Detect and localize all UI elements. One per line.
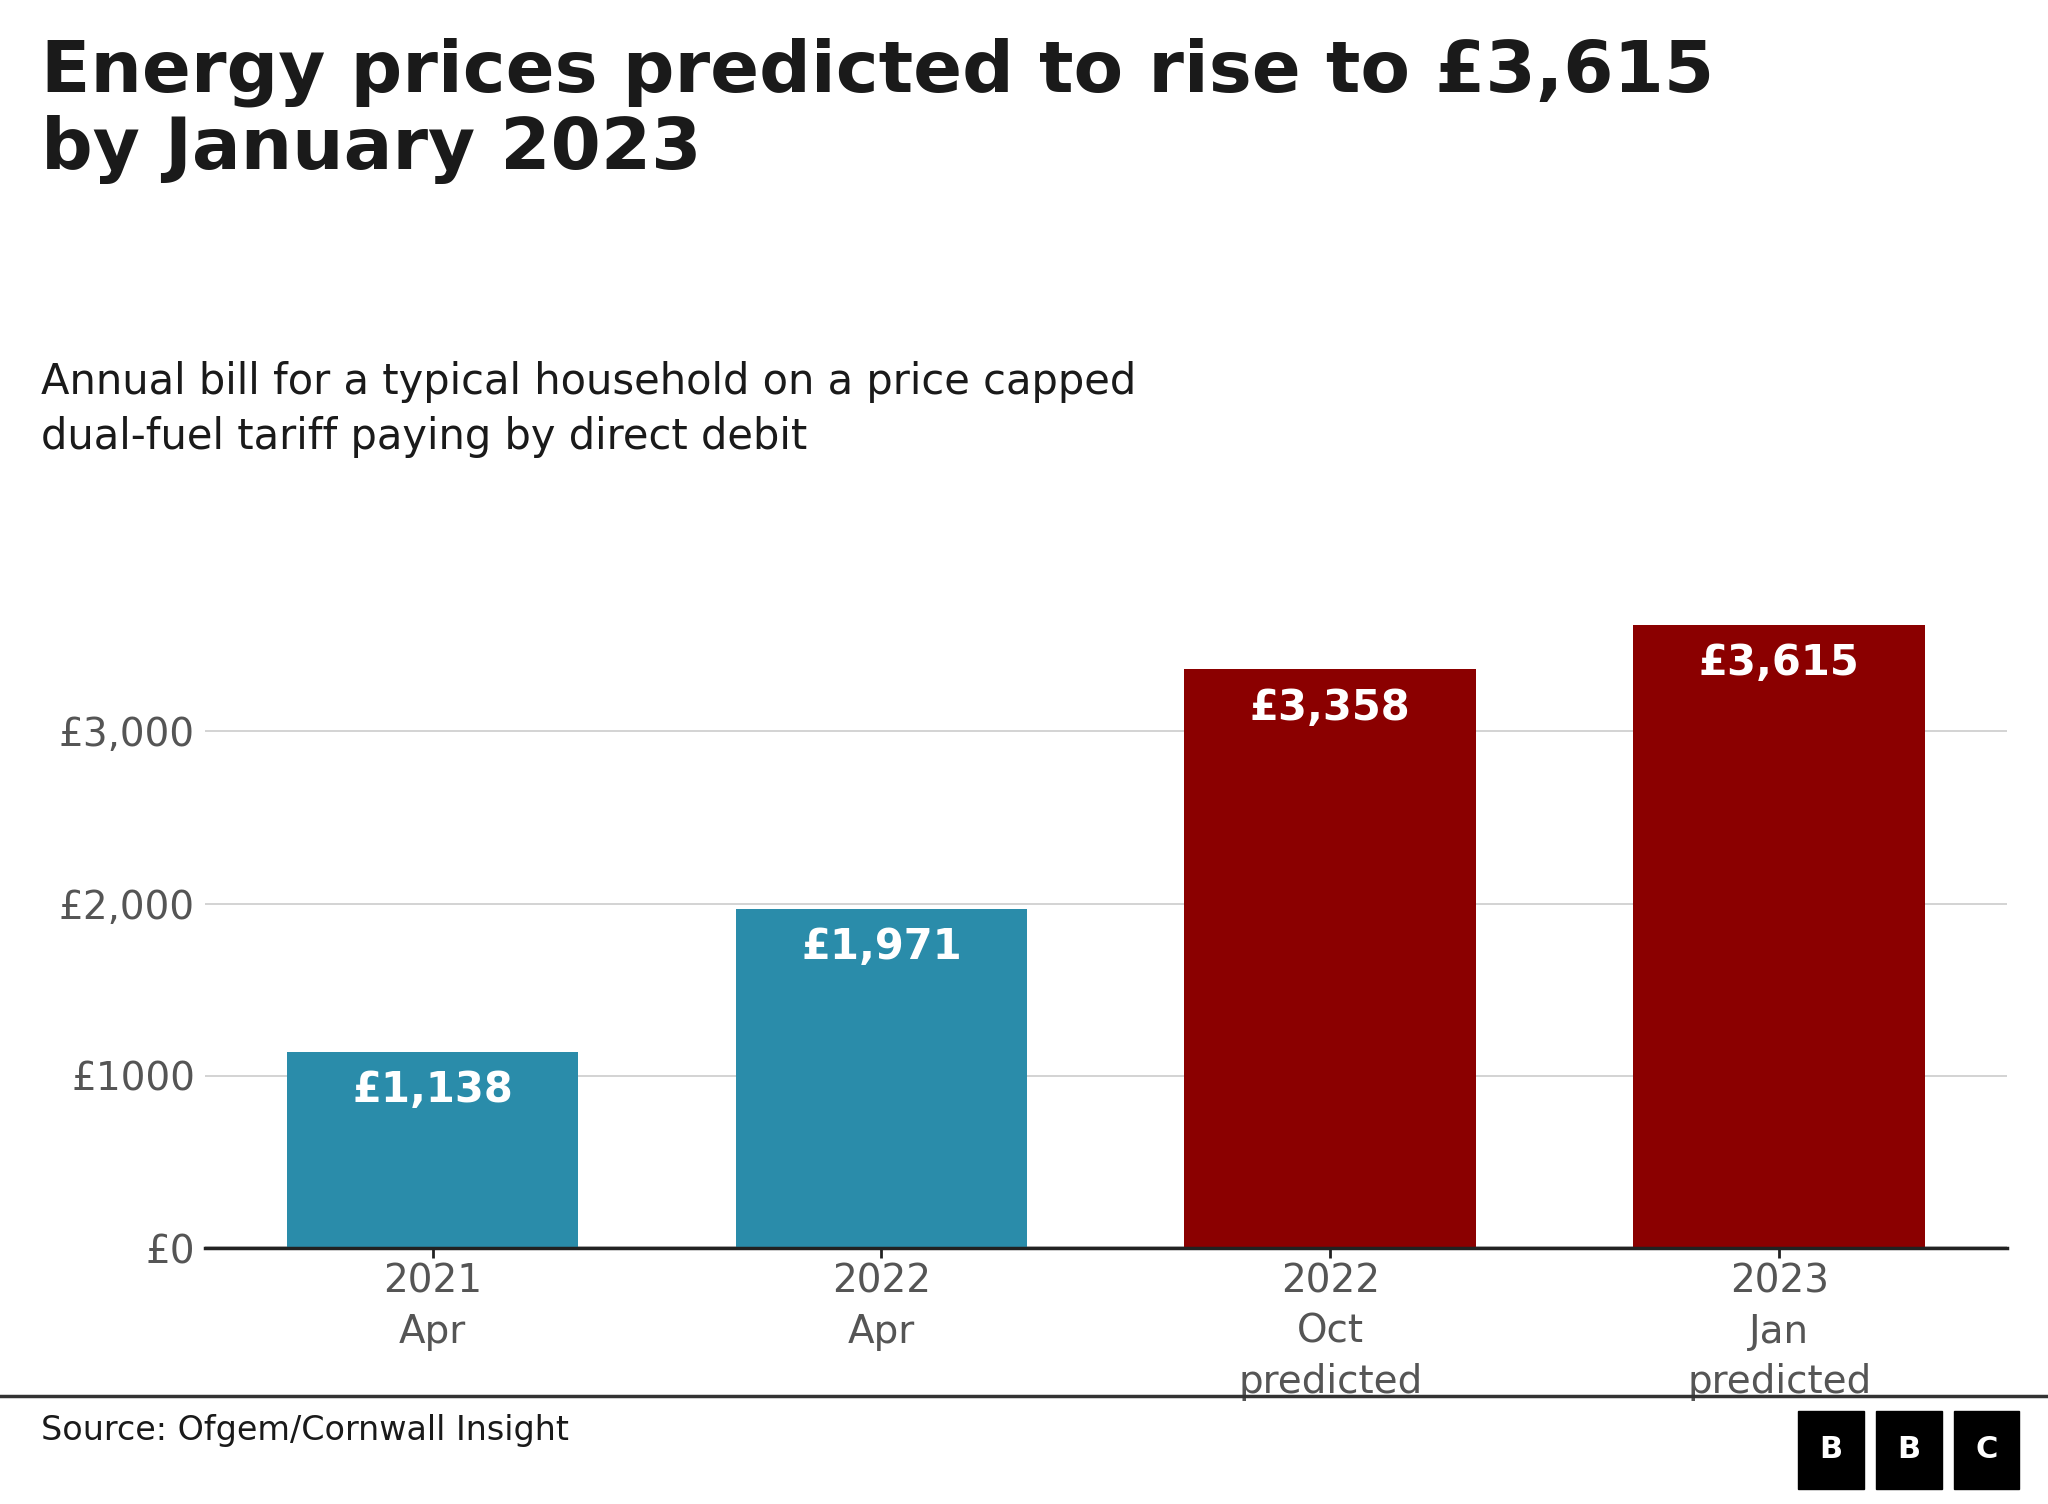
Text: Energy prices predicted to rise to £3,615
by January 2023: Energy prices predicted to rise to £3,61… <box>41 38 1714 183</box>
Text: £3,615: £3,615 <box>1700 642 1860 684</box>
Text: £1,138: £1,138 <box>352 1069 514 1111</box>
Text: Source: Ofgem/Cornwall Insight: Source: Ofgem/Cornwall Insight <box>41 1414 569 1447</box>
Bar <box>287 1053 578 1248</box>
Bar <box>1184 669 1477 1248</box>
Text: B: B <box>1896 1435 1921 1465</box>
Text: £3,358: £3,358 <box>1249 687 1411 728</box>
Bar <box>1634 626 1925 1248</box>
Text: B: B <box>1819 1435 1843 1465</box>
Text: C: C <box>1976 1435 1997 1465</box>
Text: £1,971: £1,971 <box>801 926 963 967</box>
Text: Annual bill for a typical household on a price capped
dual-fuel tariff paying by: Annual bill for a typical household on a… <box>41 361 1137 459</box>
Bar <box>735 908 1028 1248</box>
